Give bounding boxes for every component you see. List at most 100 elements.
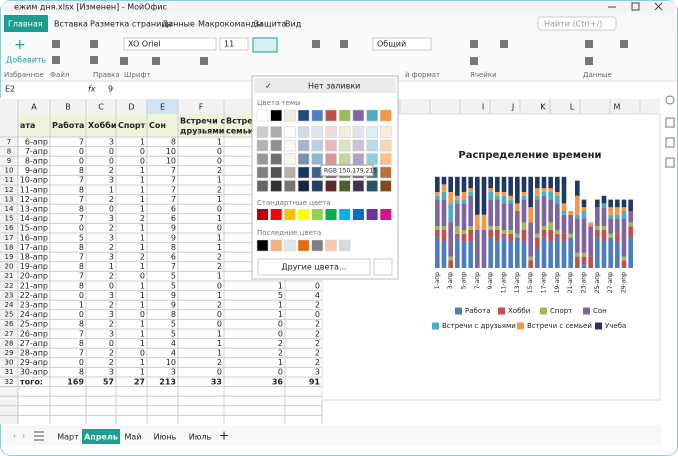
ribbon-tab[interactable]: Данные [162,20,195,29]
ribbon-tab[interactable]: Разметка страницы [90,20,173,29]
active-tab[interactable] [4,15,48,32]
color-swatch[interactable] [380,126,392,138]
color-swatch[interactable] [270,126,282,138]
color-swatch[interactable] [325,180,337,192]
more-colors-button[interactable] [257,258,371,276]
color-swatch[interactable] [270,180,282,192]
color-swatch[interactable] [297,153,310,165]
sheet-tab[interactable]: Май [124,433,141,442]
no-fill-row[interactable] [254,78,396,93]
color-swatch[interactable] [297,109,310,122]
color-swatch[interactable] [297,126,310,138]
color-swatch[interactable] [284,109,296,122]
color-swatch[interactable] [366,109,378,122]
color-swatch[interactable] [256,180,269,192]
color-swatch[interactable] [297,139,310,152]
color-swatch[interactable] [257,209,268,220]
number-format-box[interactable] [372,37,432,51]
color-swatch[interactable] [325,139,337,152]
ribbon-tab[interactable]: Макрокоманды [198,20,262,29]
ribbon-tab[interactable]: Вставка [54,20,88,29]
color-swatch[interactable] [270,109,282,122]
fill-color-button[interactable] [252,37,278,53]
color-swatch[interactable] [380,180,392,192]
more-colors[interactable]: Другие цвета... [281,263,346,272]
sheet-tab[interactable]: Июль [189,433,212,442]
search-box[interactable] [537,16,617,31]
color-swatch[interactable] [284,166,296,179]
color-swatch[interactable] [311,180,324,192]
add-icon[interactable]: + [14,37,26,53]
color-swatch[interactable] [338,239,351,252]
color-swatch[interactable] [311,209,323,220]
sheet-tab[interactable]: Июнь [154,433,177,442]
color-swatch[interactable] [311,239,324,252]
color-swatch[interactable] [270,139,282,152]
ribbon-tab[interactable]: Защита [254,20,286,29]
color-swatch[interactable] [380,209,392,220]
color-swatch[interactable] [352,139,365,152]
color-swatch[interactable] [284,239,296,252]
no-fill[interactable]: Нет заливки [308,82,360,91]
color-swatch[interactable] [311,126,324,138]
color-swatch[interactable] [338,126,351,138]
color-swatch[interactable] [366,153,378,165]
sheets-menu[interactable] [34,431,44,441]
color-swatch[interactable] [338,139,351,152]
color-swatch[interactable] [284,209,296,220]
active-sheet-tab[interactable] [82,429,120,444]
sheet-tab[interactable]: Апрель [84,433,118,442]
ribbon-tab[interactable]: Главная [8,20,43,29]
color-swatch[interactable] [352,126,365,138]
color-swatch[interactable] [325,109,337,122]
ribbon-tab[interactable]: Вид [285,20,302,29]
color-swatch[interactable] [297,166,310,179]
color-swatch[interactable] [311,109,324,122]
color-swatch[interactable] [366,209,378,220]
color-swatch[interactable] [256,109,269,122]
color-swatch[interactable] [270,153,282,165]
color-swatch[interactable] [325,239,337,252]
color-swatch[interactable] [380,109,392,122]
color-swatch[interactable] [338,180,351,192]
eyedropper-button[interactable] [373,258,393,276]
color-swatch[interactable] [284,139,296,152]
scroll-right[interactable]: › [22,432,25,441]
color-swatch[interactable] [284,126,296,138]
color-swatch[interactable] [284,180,296,192]
color-swatch[interactable] [352,153,365,165]
color-swatch[interactable] [325,153,337,165]
color-swatch[interactable] [352,109,365,122]
color-swatch[interactable] [270,209,282,220]
color-swatch[interactable] [338,153,351,165]
color-swatch[interactable] [325,126,337,138]
color-swatch[interactable] [270,166,282,179]
color-swatch[interactable] [298,209,310,220]
color-swatch[interactable] [352,180,365,192]
color-swatch[interactable] [284,153,296,165]
color-swatch[interactable] [366,126,378,138]
add-button[interactable]: Добавить [6,56,47,65]
add-sheet[interactable]: + [219,429,229,443]
color-swatch[interactable] [380,153,392,165]
color-swatch[interactable] [256,239,269,252]
color-swatch[interactable] [311,153,324,165]
font-size-box[interactable] [219,37,249,51]
color-swatch[interactable] [380,139,392,152]
color-swatch[interactable] [256,139,269,152]
color-swatch[interactable] [338,109,351,122]
color-swatch[interactable] [380,166,392,179]
color-swatch[interactable] [325,209,337,220]
color-swatch[interactable] [366,139,378,152]
color-swatch[interactable] [366,180,378,192]
sheet-tab[interactable]: Март [57,433,79,442]
color-swatch[interactable] [270,239,282,252]
scroll-left[interactable]: ‹ [13,432,16,441]
color-swatch[interactable] [297,239,310,252]
color-swatch[interactable] [256,153,269,165]
color-swatch[interactable] [352,209,364,220]
color-swatch[interactable] [256,166,269,179]
color-swatch[interactable] [256,126,269,138]
color-swatch[interactable] [297,180,310,192]
font-name-box[interactable] [123,37,217,51]
